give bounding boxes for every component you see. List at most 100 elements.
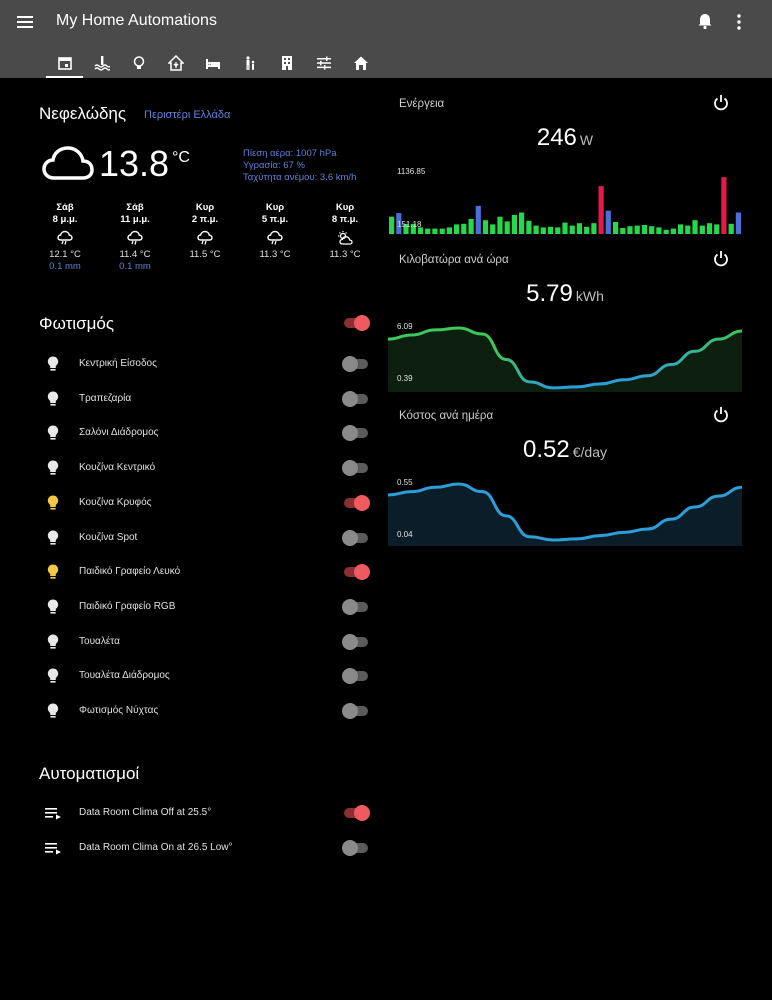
power-icon[interactable] xyxy=(713,94,729,112)
toggle-knob xyxy=(342,703,358,719)
toggle-switch[interactable] xyxy=(342,564,370,581)
kwh-title: Κιλοβατώρα ανά ώρα xyxy=(399,254,509,266)
tab-home[interactable] xyxy=(342,48,379,78)
forecast-time: 5 π.μ. xyxy=(261,214,289,225)
script-text-play-icon xyxy=(45,843,61,855)
energy-bar xyxy=(728,223,734,234)
light-label: Κουζίνα Κρυφός xyxy=(79,496,152,508)
energy-unit: W xyxy=(579,132,594,148)
forecast-temp: 11.3 °C xyxy=(329,249,361,260)
bell-icon[interactable] xyxy=(696,12,714,30)
more-vertical-icon[interactable] xyxy=(734,12,744,32)
tune-icon xyxy=(316,56,331,70)
forecast-day: Σάβ xyxy=(56,202,74,213)
script-text-play-icon xyxy=(45,808,61,820)
cost-area-chart xyxy=(388,482,742,546)
app-title: My Home Automations xyxy=(56,12,217,29)
light-row[interactable]: Κεντρική Είσοδος xyxy=(30,347,375,381)
energy-title: Ενέργεια xyxy=(399,98,445,110)
energy-bar xyxy=(504,221,510,234)
tab-office[interactable] xyxy=(268,48,305,78)
toggle-switch[interactable] xyxy=(342,633,370,650)
lightbulb-icon xyxy=(47,425,59,440)
energy-bar xyxy=(439,228,445,234)
energy-bar-chart xyxy=(389,177,741,234)
forecast-precip: 0.1 mm xyxy=(49,261,81,272)
light-row[interactable]: Τραπεζαρία xyxy=(30,382,375,416)
tab-calendar[interactable] xyxy=(46,48,83,78)
tab-garden[interactable] xyxy=(157,48,194,78)
weather-humidity: Υγρασία: 67 % xyxy=(243,160,305,171)
forecast-item: Κυρ 8 π.μ. 11.3 °C xyxy=(310,202,380,273)
energy-bar xyxy=(670,228,676,234)
toggle-switch[interactable] xyxy=(342,390,370,407)
light-row[interactable]: Φωτισμός Νύχτας xyxy=(30,694,375,728)
light-label: Τραπεζαρία xyxy=(79,392,132,404)
light-row[interactable]: Κουζίνα Κρυφός xyxy=(30,486,375,520)
menu-icon[interactable] xyxy=(16,13,34,31)
forecast-precip: 0.1 mm xyxy=(119,261,151,272)
tab-settings[interactable] xyxy=(305,48,342,78)
forecast-time: 2 π.μ. xyxy=(191,214,219,225)
cost-card[interactable]: Κόστος ανά ημέρα 0.52 €/day 0.55 0.04 xyxy=(388,407,742,548)
toggle-switch[interactable] xyxy=(342,460,370,477)
forecast-day: Κυρ xyxy=(195,202,215,213)
kwh-card[interactable]: Κιλοβατώρα ανά ώρα 5.79 kWh 6.09 0.39 xyxy=(388,251,742,394)
power-icon[interactable] xyxy=(713,406,729,424)
partly-cloudy-icon xyxy=(338,231,353,245)
lightbulb-icon xyxy=(47,356,59,371)
toggle-knob xyxy=(354,805,370,821)
calendar-icon xyxy=(57,57,72,70)
power-icon[interactable] xyxy=(713,250,729,268)
rain-cloud-icon xyxy=(267,230,283,245)
automation-row[interactable]: Data Room Clima On at 26.5 Low° xyxy=(30,831,375,865)
tab-bedroom[interactable] xyxy=(194,48,231,78)
lightbulb-icon xyxy=(47,495,59,510)
light-row[interactable]: Παιδικό Γραφείο RGB xyxy=(30,590,375,624)
energy-bar xyxy=(425,228,431,234)
energy-bar xyxy=(396,213,402,234)
toggle-knob xyxy=(342,460,358,477)
toggle-switch[interactable] xyxy=(342,805,370,821)
bed-icon xyxy=(205,59,220,69)
toggle-switch[interactable] xyxy=(342,494,370,511)
energy-bar xyxy=(663,229,669,234)
light-row[interactable]: Κουζίνα Κεντρικό xyxy=(30,451,375,485)
automation-row[interactable]: Data Room Clima Off at 25.5° xyxy=(30,796,375,830)
toggle-knob xyxy=(342,840,358,856)
toggle-switch[interactable] xyxy=(342,668,370,685)
energy-bar xyxy=(475,205,481,234)
energy-bar xyxy=(605,210,611,234)
toggle-switch[interactable] xyxy=(342,598,370,615)
app-bar: My Home Automations xyxy=(0,0,772,78)
toggle-switch[interactable] xyxy=(342,840,370,856)
lights-master-toggle[interactable] xyxy=(342,315,370,331)
light-row[interactable]: Τουαλέτα Διάδρομος xyxy=(30,659,375,693)
energy-bar xyxy=(714,224,720,234)
tab-lights[interactable] xyxy=(120,48,157,78)
energy-bar xyxy=(403,223,409,234)
cost-number: 0.52 xyxy=(523,436,570,463)
toggle-switch[interactable] xyxy=(342,703,370,719)
light-row[interactable]: Σαλόνι Διάδρομος xyxy=(30,416,375,450)
light-row[interactable]: Παιδικό Γραφείο Λευκό xyxy=(30,555,375,589)
light-row[interactable]: Κουζίνα Spot xyxy=(30,521,375,555)
energy-number: 246 xyxy=(536,124,577,151)
light-row[interactable]: Τουαλέτα xyxy=(30,625,375,659)
toggle-knob xyxy=(342,425,358,442)
kwh-unit: kWh xyxy=(575,288,604,304)
forecast-day: Κυρ xyxy=(265,202,285,213)
toggle-switch[interactable] xyxy=(342,425,370,442)
tab-kids[interactable] xyxy=(231,48,268,78)
energy-value: 246 W xyxy=(388,124,742,152)
energy-bar xyxy=(591,223,597,234)
home-icon xyxy=(353,56,368,70)
energy-card[interactable]: Ενέργεια 246 W 1136.85 151.18 xyxy=(388,95,742,243)
kwh-number: 5.79 xyxy=(526,280,573,307)
rain-cloud-icon xyxy=(197,230,213,245)
toggle-switch[interactable] xyxy=(342,529,370,546)
energy-bar xyxy=(555,227,561,234)
weather-unit: °C xyxy=(172,149,190,166)
tab-pool[interactable] xyxy=(83,48,120,78)
toggle-switch[interactable] xyxy=(342,356,370,372)
